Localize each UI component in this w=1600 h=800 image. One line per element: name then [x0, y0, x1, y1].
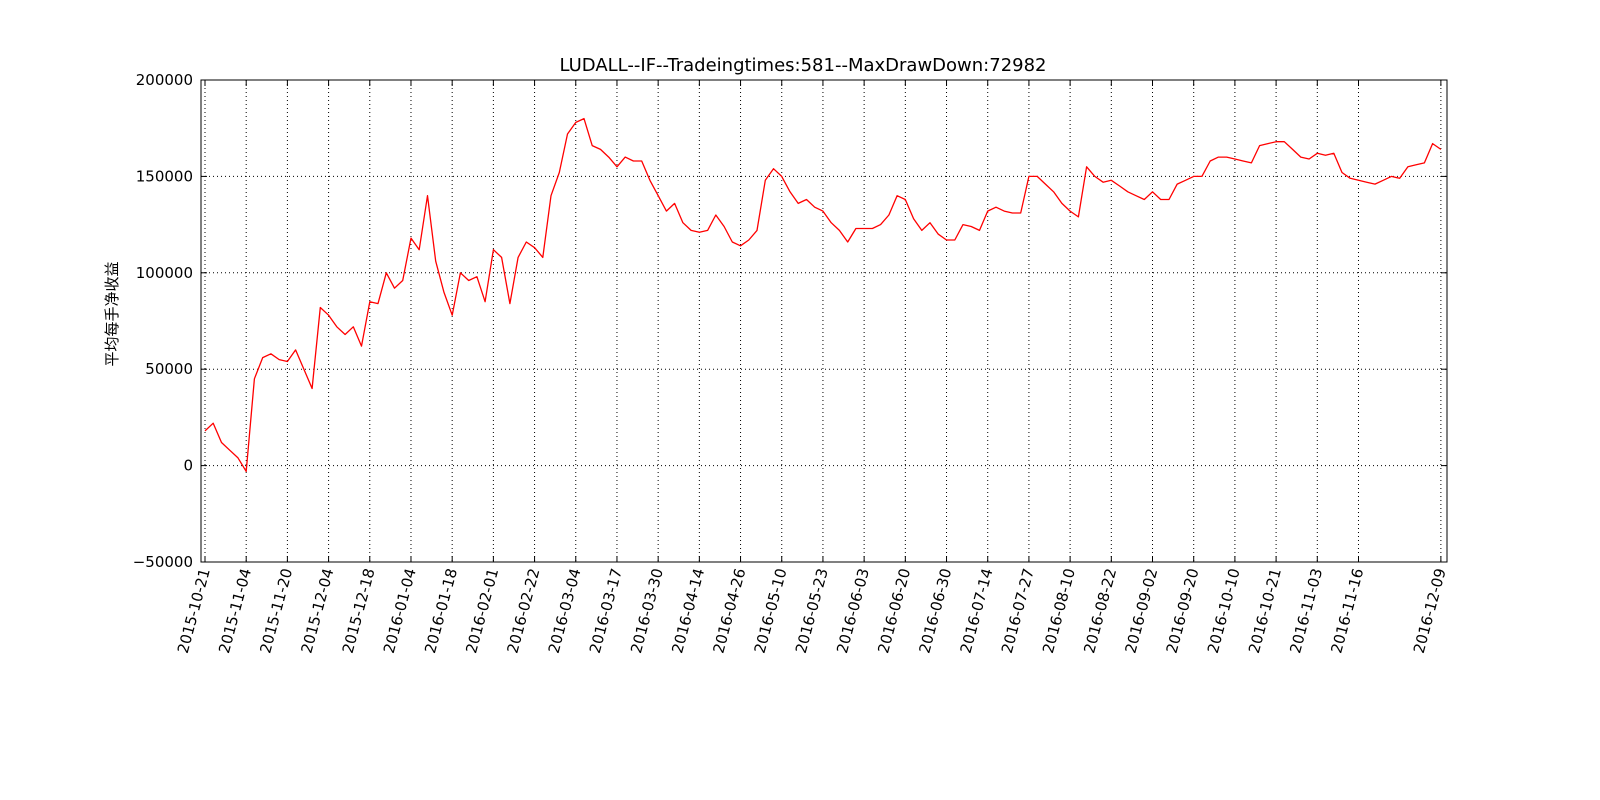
x-tick-label: 2016-03-04: [545, 566, 585, 655]
y-tick-label: 0: [183, 457, 193, 475]
grid-lines: [201, 79, 1447, 563]
x-tick-label: 2016-03-17: [586, 566, 626, 655]
x-tick-label: 2016-08-22: [1080, 566, 1120, 655]
x-tick-label: 2016-12-09: [1410, 566, 1450, 655]
y-tick-label: 150000: [136, 167, 193, 185]
y-tick-label: 50000: [145, 360, 193, 378]
x-tick-label: 2016-01-18: [421, 566, 461, 655]
x-tick-label: 2016-09-02: [1121, 566, 1161, 655]
x-tick-label: 2016-11-16: [1327, 566, 1367, 655]
y-tick-label: 100000: [136, 264, 193, 282]
x-tick-label: 2016-06-03: [833, 566, 873, 655]
x-tick-label: 2016-10-21: [1245, 566, 1285, 655]
x-tick-label: 2015-12-04: [297, 566, 337, 655]
x-tick-label: 2016-06-30: [915, 566, 955, 655]
x-tick-label: 2016-09-20: [1163, 566, 1203, 655]
x-tick-label: 2016-07-27: [998, 566, 1038, 655]
x-tick-label: 2015-11-20: [256, 566, 296, 655]
x-tick-label: 2015-11-04: [215, 566, 255, 655]
y-tick-label: 200000: [136, 71, 193, 89]
series-group: [204, 117, 1442, 473]
x-tick-label: 2015-10-21: [174, 566, 214, 655]
x-axis: 2015-10-21 2015-11-04 2015-11-20 2015-12-04…: [174, 80, 1450, 655]
x-tick-label: 2016-08-10: [1039, 566, 1079, 655]
x-tick-label: 2016-01-04: [380, 566, 420, 655]
x-tick-label: 2016-05-23: [792, 566, 832, 655]
chart-title: LUDALL--IF--Tradeingtimes:581--MaxDrawDo…: [559, 55, 1046, 76]
y-axis-label: 平均每手净收益: [103, 261, 121, 366]
x-tick-label: 2016-06-20: [874, 566, 914, 655]
x-tick-label: 2015-12-18: [339, 566, 379, 655]
x-tick-label: 2016-02-01: [462, 566, 502, 655]
x-tick-label: 2016-07-14: [957, 566, 997, 655]
series-line: [204, 117, 1442, 473]
y-tick-label: −50000: [133, 553, 193, 571]
x-tick-label: 2016-03-30: [627, 566, 667, 655]
x-tick-label: 2016-11-03: [1286, 566, 1326, 655]
x-tick-label: 2016-04-26: [709, 566, 749, 655]
x-tick-label: 2016-02-22: [503, 566, 543, 655]
plot-frame: [200, 79, 1448, 563]
x-tick-label: 2016-10-10: [1204, 566, 1244, 655]
x-tick-label: 2016-05-10: [751, 566, 791, 655]
x-tick-label: 2016-04-14: [668, 566, 708, 655]
y-axis: 200000 150000 100000 50000 0 −50000: [133, 71, 1447, 571]
